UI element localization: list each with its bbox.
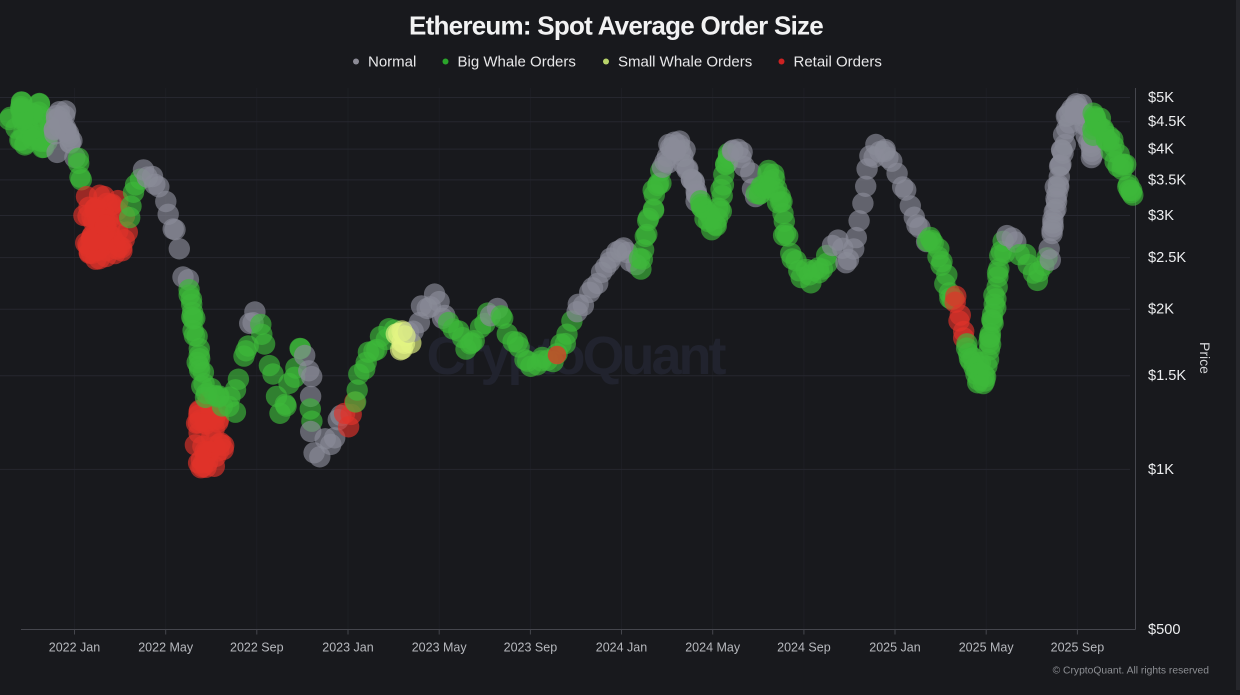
- svg-text:2022 Sep: 2022 Sep: [230, 641, 284, 655]
- svg-text:Price: Price: [1197, 342, 1213, 374]
- svg-text:Small Whale Orders: Small Whale Orders: [618, 54, 752, 71]
- svg-text:$1K: $1K: [1148, 462, 1174, 478]
- svg-text:2024 May: 2024 May: [685, 641, 741, 655]
- svg-text:$3K: $3K: [1148, 208, 1174, 224]
- svg-text:Retail Orders: Retail Orders: [794, 54, 882, 71]
- svg-text:2025 Sep: 2025 Sep: [1051, 641, 1105, 655]
- svg-text:2023 Sep: 2023 Sep: [504, 641, 558, 655]
- svg-text:2025 May: 2025 May: [959, 641, 1015, 655]
- svg-text:Ethereum: Spot Average Order S: Ethereum: Spot Average Order Size: [409, 11, 823, 41]
- svg-text:2022 Jan: 2022 Jan: [49, 641, 100, 655]
- svg-text:Normal: Normal: [368, 54, 416, 71]
- svg-text:$4.5K: $4.5K: [1148, 114, 1186, 130]
- svg-text:2024 Jan: 2024 Jan: [596, 641, 647, 655]
- svg-text:2023 Jan: 2023 Jan: [322, 641, 373, 655]
- svg-text:$3.5K: $3.5K: [1148, 172, 1186, 188]
- svg-text:$500: $500: [1148, 622, 1180, 638]
- svg-text:$4K: $4K: [1148, 141, 1174, 157]
- svg-text:2024 Sep: 2024 Sep: [777, 641, 831, 655]
- svg-text:$2K: $2K: [1148, 302, 1174, 318]
- svg-text:2025 Jan: 2025 Jan: [869, 641, 920, 655]
- svg-text:2022 May: 2022 May: [138, 641, 194, 655]
- svg-text:2023 May: 2023 May: [412, 641, 468, 655]
- svg-text:© CryptoQuant. All rights rese: © CryptoQuant. All rights reserved: [1053, 666, 1210, 677]
- svg-text:$1.5K: $1.5K: [1148, 368, 1186, 384]
- svg-text:$2.5K: $2.5K: [1148, 250, 1186, 266]
- svg-text:Big Whale Orders: Big Whale Orders: [458, 54, 576, 71]
- svg-text:$5K: $5K: [1148, 90, 1174, 106]
